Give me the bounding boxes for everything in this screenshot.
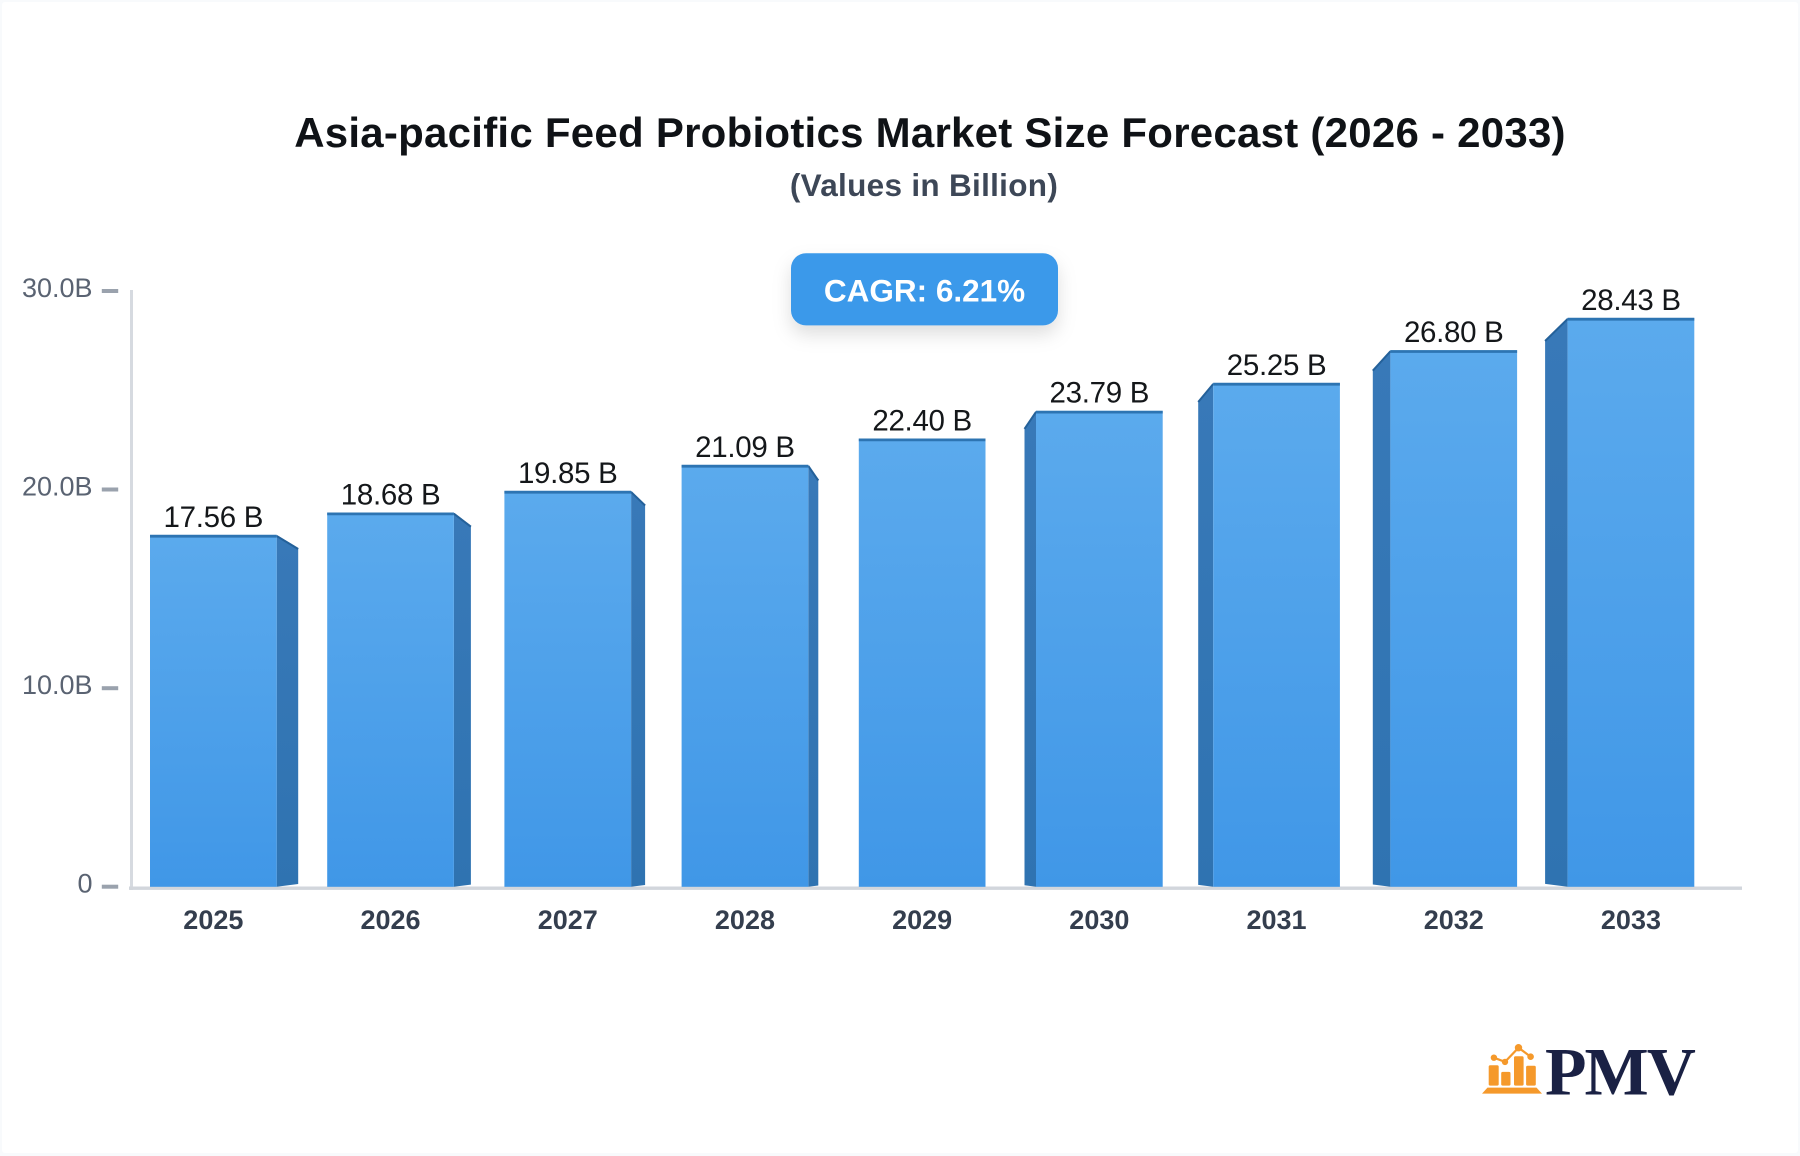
- svg-text:2031: 2031: [1247, 905, 1307, 935]
- svg-text:28.43 B: 28.43 B: [1581, 284, 1681, 317]
- svg-text:(Values in Billion): (Values in Billion): [790, 167, 1058, 203]
- svg-text:18.68 B: 18.68 B: [341, 479, 441, 512]
- svg-text:26.80 B: 26.80 B: [1404, 316, 1504, 349]
- svg-text:2029: 2029: [892, 905, 952, 935]
- svg-text:2026: 2026: [361, 905, 421, 935]
- svg-text:2025: 2025: [183, 905, 243, 935]
- svg-text:25.25 B: 25.25 B: [1227, 349, 1327, 382]
- svg-text:30.0B: 30.0B: [22, 273, 93, 303]
- svg-text:2030: 2030: [1069, 905, 1129, 935]
- svg-text:PMV: PMV: [1545, 1034, 1696, 1110]
- svg-text:20.0B: 20.0B: [22, 472, 93, 502]
- svg-text:10.0B: 10.0B: [22, 670, 93, 700]
- svg-text:2032: 2032: [1424, 905, 1484, 935]
- svg-text:2028: 2028: [715, 905, 775, 935]
- svg-text:17.56 B: 17.56 B: [164, 501, 264, 534]
- svg-text:23.79 B: 23.79 B: [1050, 377, 1150, 410]
- svg-text:Asia-pacific Feed Probiotics M: Asia-pacific Feed Probiotics Market Size…: [294, 109, 1566, 156]
- svg-text:2027: 2027: [538, 905, 598, 935]
- svg-text:2033: 2033: [1601, 905, 1661, 935]
- svg-text:19.85 B: 19.85 B: [518, 457, 618, 490]
- svg-text:22.40 B: 22.40 B: [872, 405, 972, 438]
- svg-text:21.09 B: 21.09 B: [695, 431, 795, 464]
- svg-text:CAGR: 6.21%: CAGR: 6.21%: [824, 273, 1025, 309]
- svg-text:0: 0: [77, 869, 92, 899]
